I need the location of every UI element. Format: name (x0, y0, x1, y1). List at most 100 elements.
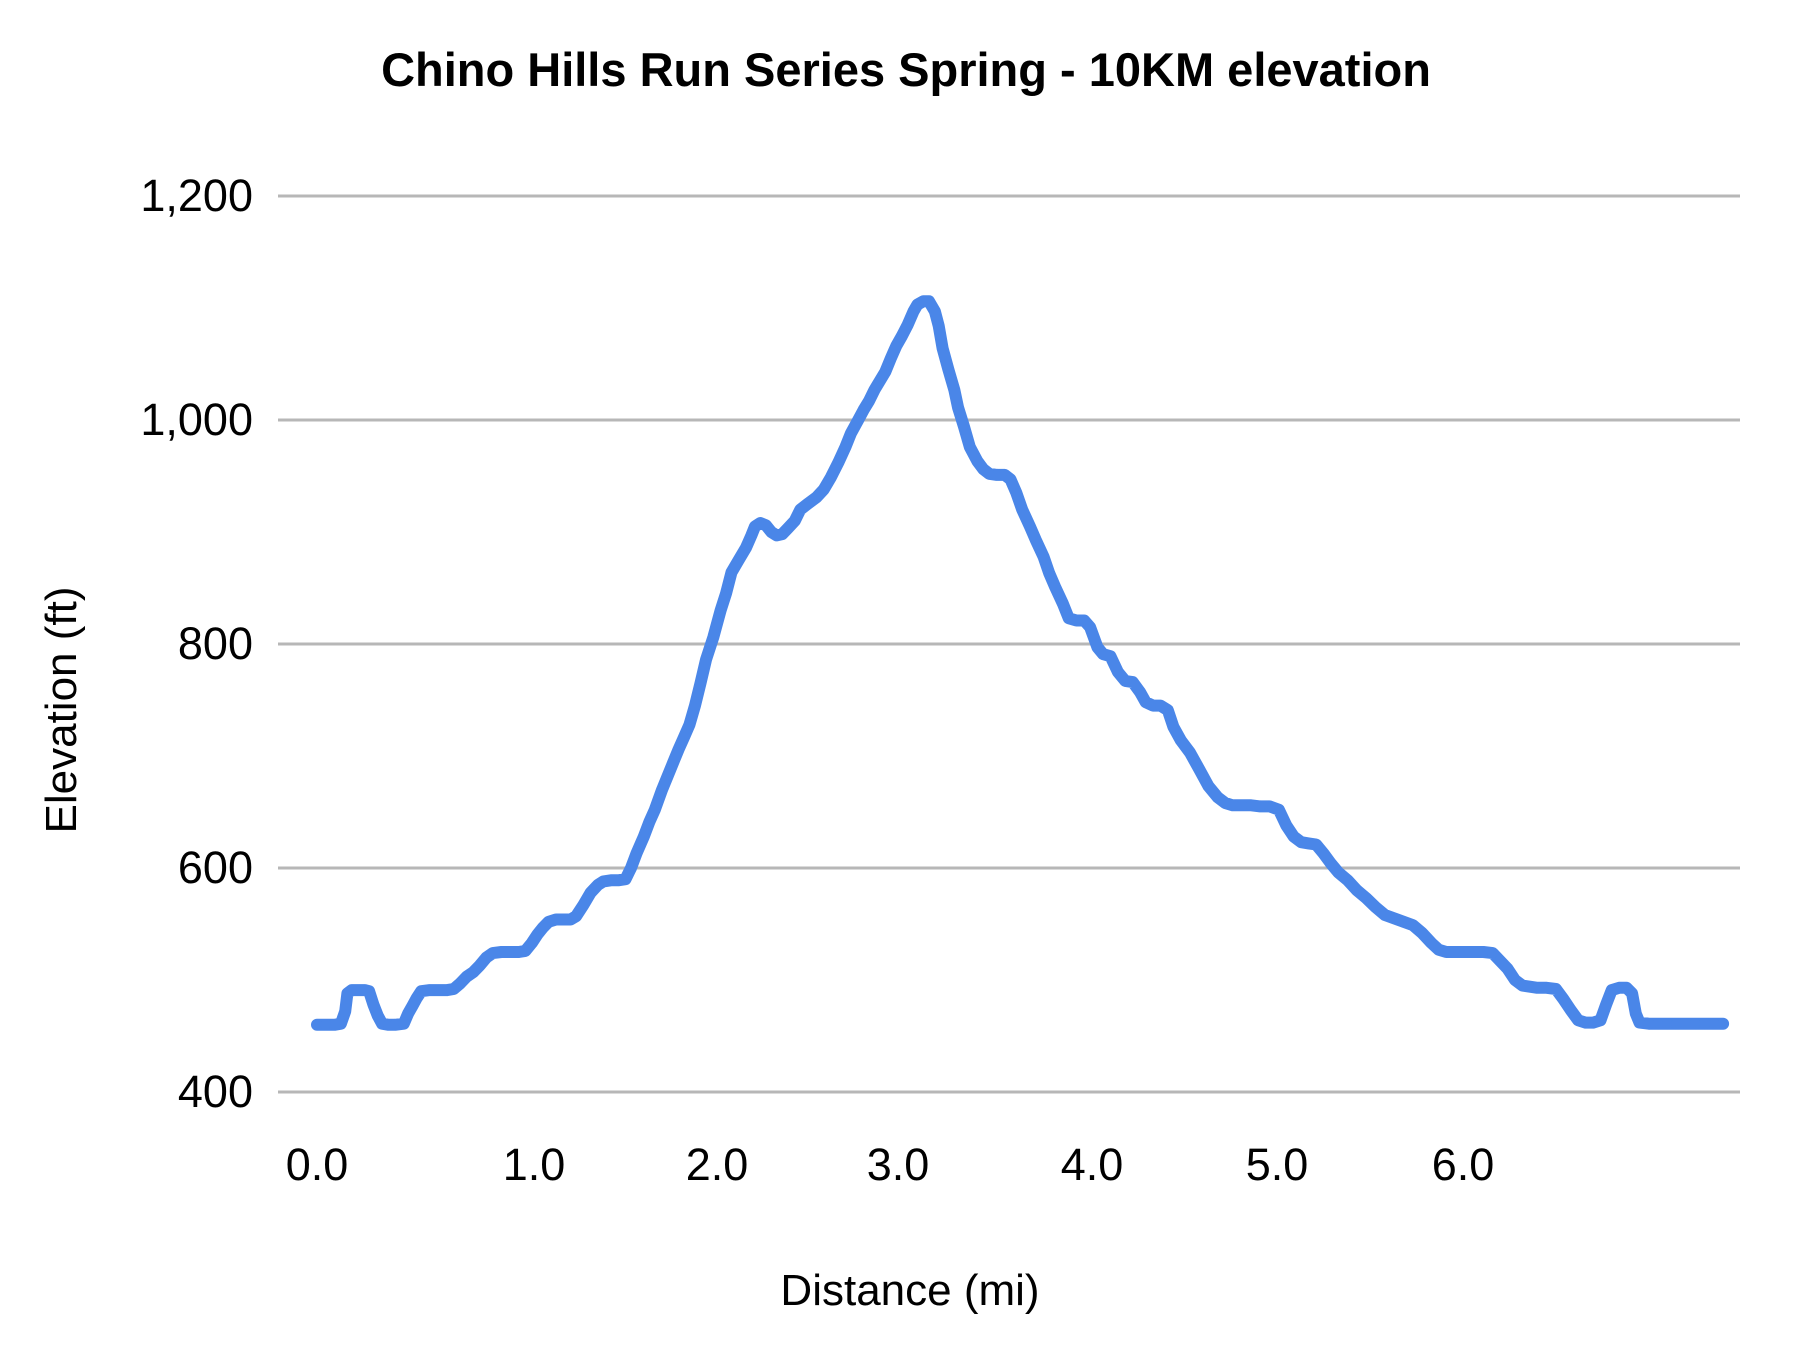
data-point-marker (1689, 1018, 1701, 1030)
data-point-marker (1416, 927, 1428, 939)
data-point-marker (1600, 999, 1612, 1011)
x-tick-label: 2.0 (686, 1139, 749, 1190)
data-point-marker (863, 395, 875, 407)
data-point-marker (740, 542, 752, 554)
data-point-marker (433, 984, 444, 996)
x-tick-label: 6.0 (1432, 1139, 1495, 1190)
data-point-marker (1595, 1014, 1606, 1026)
data-point-marker (467, 966, 479, 978)
data-point-marker (1634, 1017, 1645, 1029)
data-point-marker (1043, 567, 1055, 579)
data-point-marker (519, 945, 531, 957)
data-point-marker (923, 295, 935, 307)
data-point-marker (933, 320, 945, 332)
data-point-marker (526, 937, 538, 949)
y-tick-label: 1,200 (140, 170, 253, 221)
data-point-marker (1531, 982, 1543, 994)
data-point-marker (1071, 615, 1082, 626)
data-point-marker (1652, 1018, 1664, 1030)
data-point-marker (1477, 946, 1489, 958)
data-point-marker (1541, 982, 1553, 994)
data-point-marker (335, 1018, 347, 1030)
data-point-marker (1016, 504, 1028, 516)
data-point-marker (1280, 819, 1292, 831)
data-point-marker (852, 414, 864, 426)
data-point-marker (673, 743, 685, 755)
data-point-marker (811, 491, 822, 503)
data-point-marker (1502, 963, 1514, 975)
data-point-marker (577, 899, 589, 911)
data-point-marker (1509, 974, 1521, 986)
data-point-marker (942, 364, 954, 376)
data-point-marker (1030, 534, 1042, 546)
data-point-marker (972, 455, 983, 467)
x-tick-label: 3.0 (867, 1139, 930, 1190)
data-point-marker (1630, 1008, 1642, 1020)
y-tick-label: 1,000 (140, 394, 253, 445)
data-point-marker (1167, 721, 1179, 733)
data-point-marker (389, 1019, 401, 1031)
data-point-marker (948, 384, 960, 396)
data-point-marker (1661, 1018, 1673, 1030)
data-point-marker (1450, 946, 1462, 958)
data-point-marker (937, 342, 949, 354)
data-point-marker (415, 985, 427, 997)
x-tick-label: 0.0 (286, 1139, 349, 1190)
data-point-marker (726, 566, 737, 578)
data-point-marker (1273, 804, 1285, 816)
data-point-marker (890, 340, 902, 352)
data-point-marker (424, 984, 436, 996)
data-point-marker (1227, 799, 1239, 811)
data-point-marker (1105, 650, 1116, 662)
data-point-marker (700, 654, 712, 666)
elevation-line (311, 295, 1730, 1031)
data-point-marker (1671, 1018, 1683, 1030)
chart-title: Chino Hills Run Series Spring - 10KM ele… (381, 43, 1431, 96)
data-point-marker (1379, 909, 1391, 921)
data-point-marker (1643, 1018, 1655, 1030)
data-point-marker (1626, 987, 1638, 999)
data-point-marker (1565, 1004, 1577, 1016)
data-point-marker (1038, 551, 1049, 563)
data-point-marker (474, 959, 486, 971)
data-point-marker (1203, 780, 1214, 792)
data-point-marker (1162, 704, 1174, 716)
x-axis-tick-labels: 0.0 1.0 2.0 3.0 4.0 5.0 6.0 (286, 1139, 1495, 1190)
data-point-marker (845, 427, 857, 439)
data-point-marker (363, 985, 375, 997)
data-point-marker (1310, 839, 1322, 850)
data-point-marker (1112, 666, 1124, 678)
data-point-marker (818, 483, 830, 495)
data-point-marker (320, 1019, 332, 1031)
data-point-marker (1370, 901, 1382, 913)
data-point-marker (896, 330, 908, 342)
data-point-marker (1254, 800, 1266, 812)
data-point-marker (667, 757, 679, 769)
data-point-marker (991, 469, 1003, 481)
data-point-marker (631, 847, 642, 859)
data-point-marker (649, 804, 661, 816)
x-tick-label: 5.0 (1246, 1139, 1309, 1190)
data-point-marker (1184, 747, 1196, 759)
data-point-marker (398, 1018, 410, 1030)
data-point-marker (1440, 946, 1452, 958)
data-point-marker (1717, 1018, 1729, 1030)
data-point-marker (1024, 520, 1036, 532)
data-point-marker (367, 999, 379, 1011)
data-point-marker (339, 1005, 351, 1017)
data-point-marker (684, 719, 695, 731)
data-point-marker (1193, 763, 1205, 775)
y-axis-tick-labels: 400 600 800 1,000 1,200 (140, 170, 253, 1117)
data-point-marker (656, 784, 668, 796)
data-point-marker (689, 700, 701, 712)
data-point-marker (885, 352, 897, 364)
data-point-marker (662, 770, 674, 782)
data-point-marker (782, 523, 794, 535)
data-point-marker (1398, 916, 1409, 928)
data-point-marker (874, 375, 886, 387)
x-tick-label: 1.0 (503, 1139, 566, 1190)
data-point-marker (1550, 983, 1562, 995)
data-point-marker (1325, 858, 1337, 869)
